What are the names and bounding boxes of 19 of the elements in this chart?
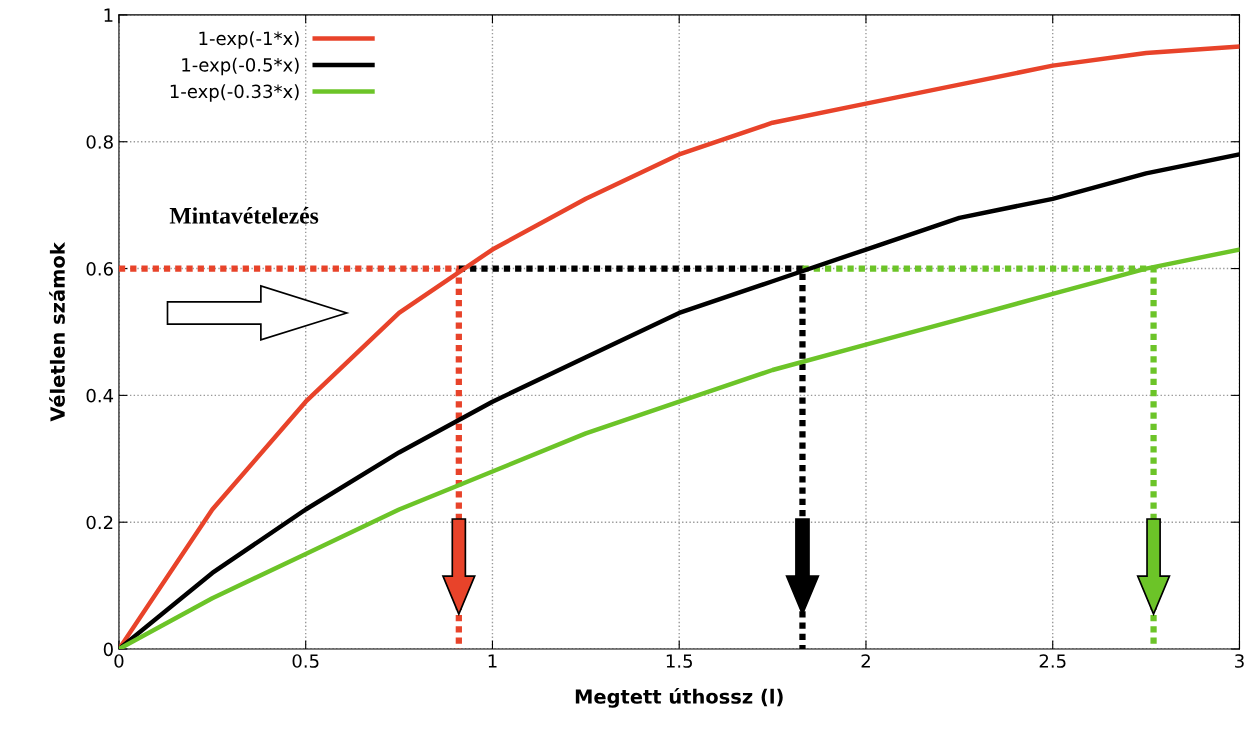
- legend-label: 1-exp(-1*x): [199, 31, 299, 49]
- y-tick-label: 0.8: [86, 135, 113, 149]
- x-tick-label: 2: [861, 654, 870, 668]
- y-tick-label: 1: [104, 8, 113, 22]
- y-tick-label: 0.6: [86, 262, 113, 276]
- y-tick-label: 0: [103, 642, 113, 657]
- x-tick-label: 3: [1235, 654, 1244, 668]
- x-tick-label: 0: [114, 654, 124, 668]
- x-tick-label: 0.5: [292, 654, 319, 668]
- x-tick-label: 1: [488, 654, 497, 668]
- x-tick-label: 1.5: [666, 654, 692, 668]
- x-axis-title: Megtett úthossz (l): [575, 688, 783, 708]
- y-tick-label: 0.4: [86, 388, 114, 403]
- y-axis-title: Véletlen számok: [49, 241, 65, 422]
- y-tick-label: 0.2: [86, 515, 113, 530]
- x-tick-label: 2.5: [1039, 654, 1066, 668]
- legend-label: 1-exp(-0.33*x): [170, 84, 299, 102]
- legend-label: 1-exp(-0.5*x): [182, 57, 299, 76]
- annotation: Mintavételezés: [169, 207, 319, 224]
